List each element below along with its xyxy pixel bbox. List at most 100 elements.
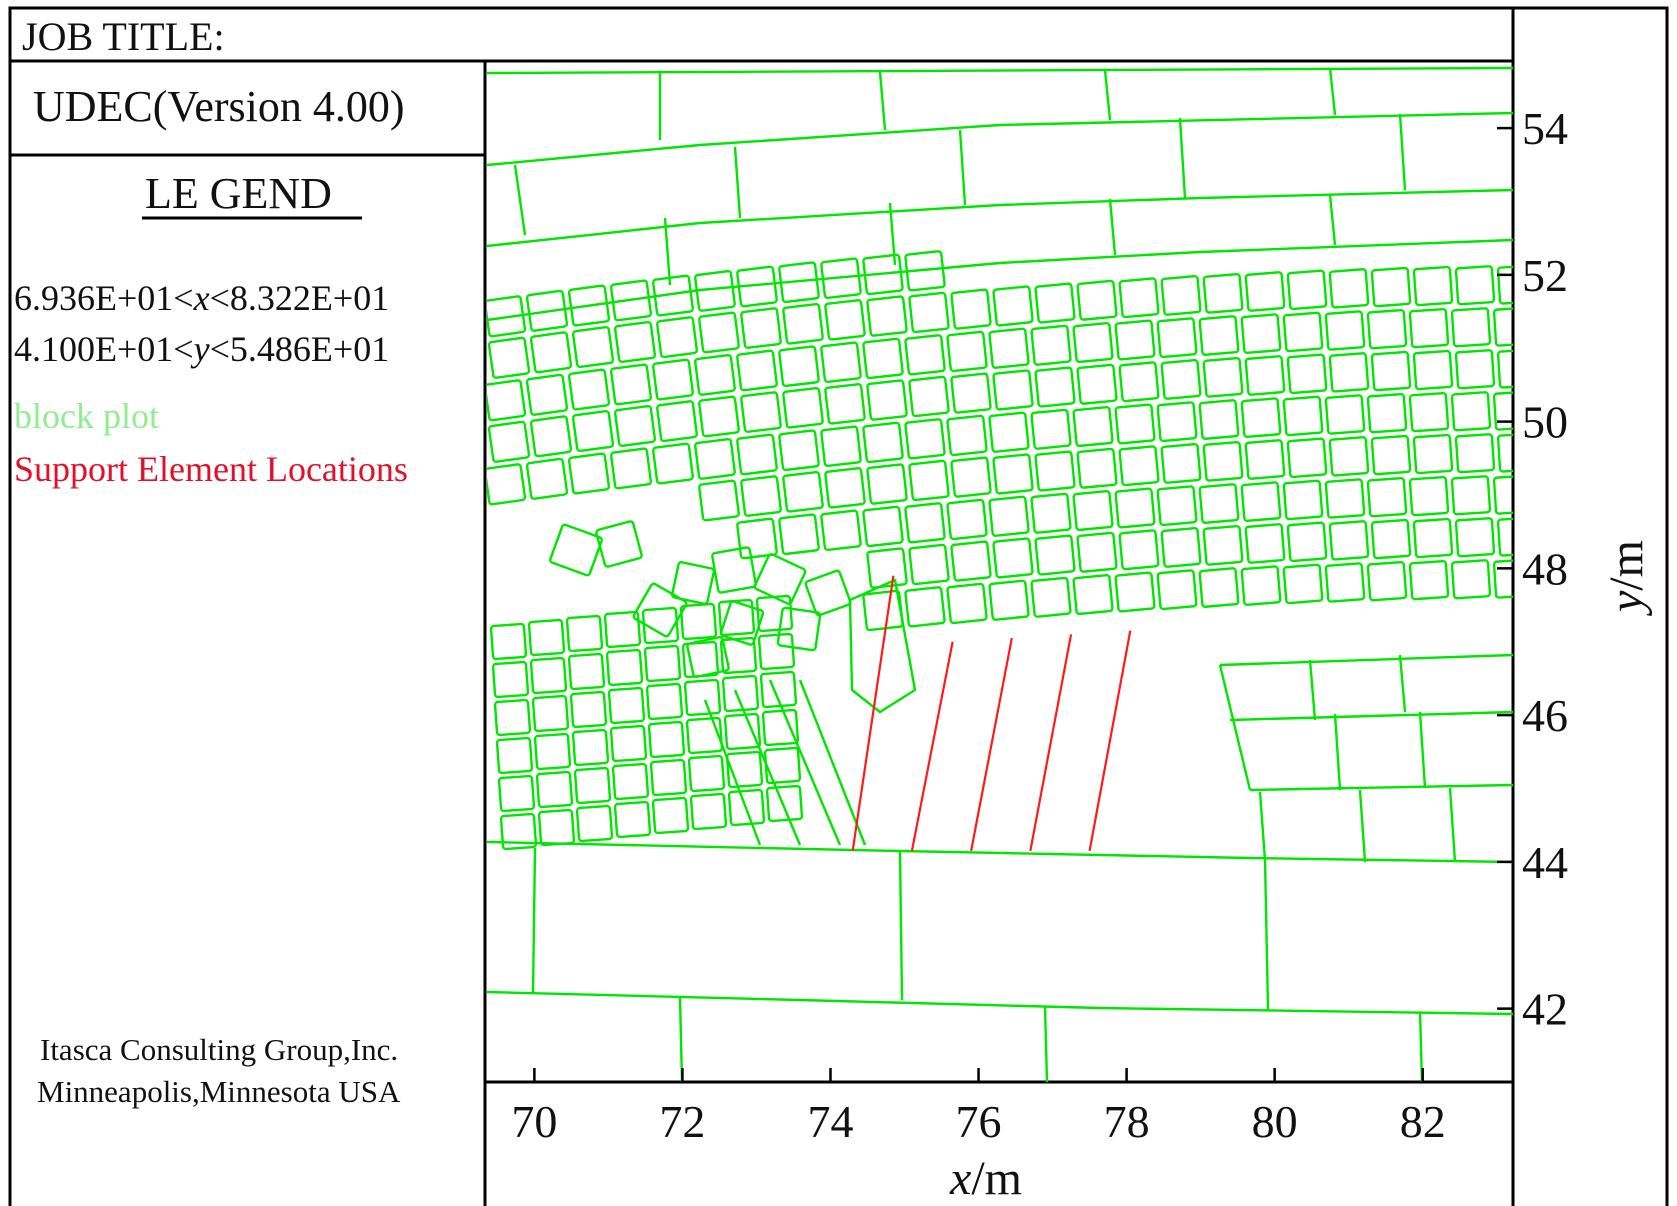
stratum-joint <box>1398 654 1407 713</box>
rib-block <box>533 732 572 771</box>
roof-block <box>609 279 653 322</box>
roof-block <box>1114 571 1156 613</box>
rib-block <box>495 736 534 775</box>
roof-block <box>1450 307 1492 348</box>
legend-x-range: 6.936E+01<x<8.322E+01 <box>14 278 389 318</box>
roof-block <box>1118 361 1160 403</box>
roof-block <box>613 404 657 447</box>
stratum-joint <box>663 217 672 286</box>
roof-block <box>1370 518 1412 560</box>
roof-block <box>950 540 992 582</box>
stratum-boundary <box>1249 783 1513 792</box>
support-element-2 <box>910 641 954 852</box>
roof-block <box>1496 516 1513 557</box>
rib-block <box>573 766 612 805</box>
roof-block <box>1408 307 1450 349</box>
roof-block <box>1034 366 1076 408</box>
roof-block <box>1202 440 1244 482</box>
stratum-joint <box>1448 787 1457 863</box>
roof-block <box>1114 319 1156 361</box>
y-axis-label-unit: /m <box>1600 540 1653 591</box>
roof-block <box>1118 445 1160 487</box>
roof-block <box>1244 355 1286 396</box>
legend-y-range: 4.100E+01<y<5.486E+01 <box>14 329 389 369</box>
roof-block <box>736 349 778 392</box>
rib-block <box>567 652 606 691</box>
roof-block <box>529 331 573 374</box>
floor-joint <box>1263 858 1270 1011</box>
roof-block <box>1072 321 1114 364</box>
roof-block <box>1034 282 1076 324</box>
rib-block <box>643 644 682 683</box>
roof-block <box>1030 408 1072 450</box>
roof-block <box>824 383 866 425</box>
roof-block <box>824 467 866 509</box>
x-axis-label-unit: /m <box>971 1152 1022 1205</box>
roof-block <box>525 373 569 416</box>
roof-block <box>740 475 782 517</box>
program-version: UDEC(Version 4.00) <box>33 82 405 131</box>
roof-block <box>1370 350 1412 392</box>
wedge-block <box>848 578 917 714</box>
roof-block <box>1240 481 1282 523</box>
roof-block <box>866 547 908 589</box>
rib-block <box>641 606 680 645</box>
stratum-joint <box>513 164 527 236</box>
roof-block <box>1366 476 1408 518</box>
roof-block <box>992 537 1034 579</box>
rib-block <box>531 694 570 733</box>
footer-location: Minneapolis,Minnesota USA <box>37 1074 401 1109</box>
roof-block <box>698 479 740 522</box>
roof-block <box>1412 433 1454 475</box>
roof-block <box>1198 483 1240 524</box>
stratum-joint <box>1328 67 1337 116</box>
roof-block <box>1408 391 1450 433</box>
roof-block <box>1034 450 1076 492</box>
roof-block <box>609 447 653 490</box>
x-range-upper: <8.322E+01 <box>210 278 390 318</box>
roof-block <box>1072 489 1114 532</box>
y-tick-label: 46 <box>1522 690 1568 741</box>
rib-block <box>689 792 728 831</box>
floor-boundary <box>487 840 1513 864</box>
fallen-block <box>686 635 730 679</box>
roof-block <box>1286 521 1328 563</box>
roof-block <box>1030 576 1072 618</box>
rib-block <box>761 708 800 747</box>
roof-block <box>487 336 531 379</box>
y-axis-label: y/m <box>1600 540 1653 617</box>
rib-block <box>765 784 804 823</box>
roof-block <box>904 334 946 376</box>
roof-block <box>992 285 1034 327</box>
rib-block <box>763 746 802 785</box>
stratum-joint <box>1398 113 1407 191</box>
rib-block <box>647 720 686 759</box>
x-range-lower: 6.936E+01< <box>14 278 194 318</box>
roof-block <box>1492 390 1513 431</box>
roof-block <box>1240 313 1282 355</box>
roof-block <box>946 498 988 541</box>
roof-block <box>820 509 862 552</box>
roof-block <box>1286 353 1328 395</box>
roof-block <box>567 284 611 327</box>
roof-block <box>1160 358 1202 400</box>
roof-block <box>1030 492 1072 534</box>
fallen-block <box>804 569 852 617</box>
rib-block <box>493 698 532 737</box>
stratum-joint <box>1108 198 1117 256</box>
roof-block <box>1118 277 1160 319</box>
roof-block <box>652 442 694 485</box>
y-tick-label: 50 <box>1522 397 1568 448</box>
roof-block <box>1454 349 1496 390</box>
stratum-joint <box>878 71 887 131</box>
roof-block <box>866 379 908 421</box>
roof-block <box>1160 526 1202 568</box>
rib-block <box>499 812 538 851</box>
roof-block <box>1286 437 1328 479</box>
legend-title: LE GEND <box>145 169 332 218</box>
y-range-lower: 4.100E+01< <box>14 329 194 369</box>
roof-block <box>694 269 736 312</box>
rib-block <box>489 622 528 661</box>
